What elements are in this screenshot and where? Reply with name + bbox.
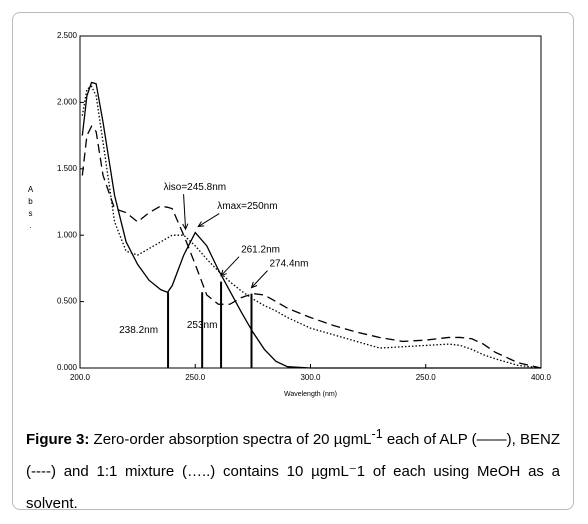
y-tick-label: 0.000: [57, 363, 78, 372]
x-tick-label: 200.0: [70, 373, 91, 382]
y-tick-label: 2.500: [57, 31, 78, 40]
arrow-shaft: [251, 270, 268, 288]
arrow-shaft: [220, 256, 240, 277]
frame: [12, 12, 574, 510]
caption-sup: -1: [371, 427, 383, 441]
annotation: λmax=250nm: [217, 201, 277, 212]
x-tick-label: 400.0: [531, 373, 552, 382]
annotation: 253nm: [187, 320, 218, 331]
y-tick-label: 1.000: [57, 230, 78, 239]
arrow-head: [182, 223, 189, 231]
y-tick-label: 2.000: [57, 98, 78, 107]
caption: Figure 3: Zero-order absorption spectra …: [26, 418, 560, 520]
y-tick-label: 1.500: [57, 164, 78, 173]
x-tick-label: 250.0: [416, 373, 437, 382]
x-axis-label: Wavelength (nm): [284, 391, 337, 398]
y-tick-label: 0.500: [57, 297, 78, 306]
annotation: λiso=245.8nm: [164, 182, 227, 193]
arrow-shaft: [183, 194, 187, 230]
series-line: [81, 81, 541, 369]
annotation: 261.2nm: [241, 244, 280, 255]
arrow-head: [250, 281, 258, 289]
series-line: [81, 125, 542, 369]
arrow-head: [197, 221, 205, 228]
arrow-head: [220, 269, 227, 277]
caption-text: each of ALP (——), BENZ (----) and 1:1 mi…: [26, 431, 560, 512]
x-tick-label: 250.0: [185, 373, 206, 382]
y-axis-label: Abs.: [26, 185, 35, 233]
caption-label: Figure 3:: [26, 431, 90, 448]
caption-text: Zero-order absorption spectra of 20 µgmL: [89, 431, 372, 448]
arrow-shaft: [197, 213, 220, 227]
annotation: 238.2nm: [119, 325, 158, 336]
annotation: 274.4nm: [269, 258, 308, 269]
x-tick-label: 300.0: [300, 373, 321, 382]
